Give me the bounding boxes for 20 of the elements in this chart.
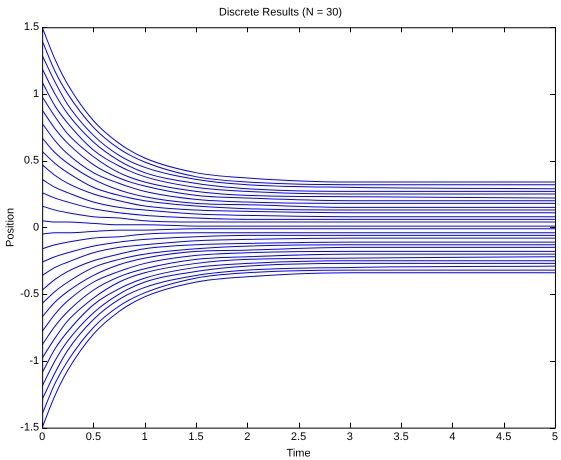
x-tick-label: 3.5 (393, 431, 409, 444)
y-tick-label: 0.5 (24, 154, 40, 167)
y-tick-label: 1 (33, 88, 40, 100)
x-tick-label: 2 (244, 431, 250, 444)
y-tick-label: 1.5 (24, 21, 40, 34)
x-tick-label: 3 (346, 431, 353, 444)
x-axis-title: Time (286, 447, 311, 460)
y-axis-title: Position (4, 208, 17, 247)
y-tick-label: -1.5 (20, 422, 40, 434)
x-tick-label: 4 (449, 431, 456, 444)
x-tick-label: 5 (552, 431, 558, 444)
x-tick-label: 0.5 (86, 431, 102, 444)
chart-title: Discrete Results (N = 30) (218, 6, 342, 19)
x-tick-label: 1 (142, 431, 148, 444)
x-tick-label: 2.5 (290, 431, 306, 444)
x-tick-label: 1.5 (188, 431, 204, 444)
y-tick-label: -0.5 (20, 288, 40, 300)
y-tick-label: 0 (33, 221, 40, 234)
x-tick-label: 4.5 (496, 431, 512, 444)
y-tick-label: -1 (29, 354, 40, 367)
